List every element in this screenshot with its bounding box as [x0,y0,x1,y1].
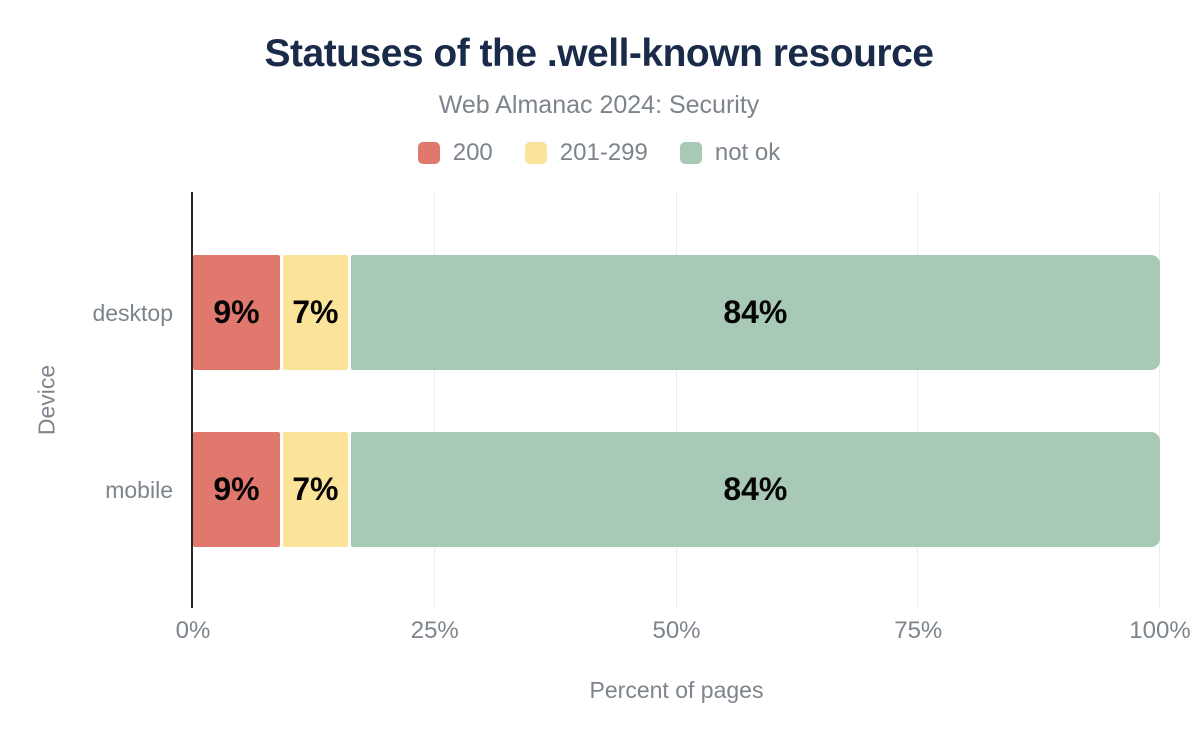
bar-segment-label: 84% [723,294,788,330]
x-tick-label-0: 0% [175,617,211,644]
grid-line-50 [675,192,677,608]
legend-swatch-icon [679,142,702,164]
grid-line-75 [917,192,919,608]
bar-segment-201-299-desktop: 7% [283,255,348,370]
bar-segment-label: 7% [292,471,339,507]
grid-line-25 [433,192,435,608]
x-tick-label-50: 50% [652,617,701,644]
legend-label: 201-299 [559,139,648,166]
bar-segment-label: 7% [292,294,339,330]
category-label-desktop: desktop [92,299,173,326]
legend-item-201-299: 201-299 [524,139,648,167]
bar-segment-label: 9% [213,471,260,507]
bar-segment-201-299-mobile: 7% [283,432,348,547]
bar-segment-200-mobile: 9% [193,432,281,547]
legend-swatch-icon [417,142,440,164]
x-tick-label-25: 25% [410,617,459,644]
bar-segment-label: 84% [723,471,788,507]
x-tick-label-75: 75% [894,617,943,644]
legend-label: 200 [452,139,493,166]
x-tick-label-100: 100% [1129,617,1191,644]
bar-segment-200-desktop: 9% [193,255,281,370]
chart-subtitle: Web Almanac 2024: Security [438,91,760,119]
legend-label: not ok [714,139,781,166]
grid-line-100 [1159,192,1160,608]
legend-item-200: 200 [417,139,493,167]
legend: 200 201-299 not ok [0,139,1198,167]
y-axis-line [191,192,193,608]
bar-segment-label: 9% [213,294,260,330]
category-label-mobile: mobile [105,476,173,503]
bar-segment-not-ok-mobile: 84% [350,432,1160,547]
bar-segment-not-ok-desktop: 84% [350,255,1160,370]
plot-area: 9% 7% 84% 9% 7% 84% [191,192,1160,608]
x-axis-ticks: 0% 25% 50% 75% 100% [176,617,1191,645]
x-axis-title: Percent of pages [589,677,764,703]
bar-row-mobile: 9% 7% 84% [193,432,1160,547]
chart-title: Statuses of the .well-known resource [264,32,935,75]
legend-item-not-ok: not ok [679,139,781,167]
bar-row-desktop: 9% 7% 84% [193,255,1160,370]
category-axis: desktop mobile [0,192,183,608]
legend-swatch-icon [524,142,547,164]
